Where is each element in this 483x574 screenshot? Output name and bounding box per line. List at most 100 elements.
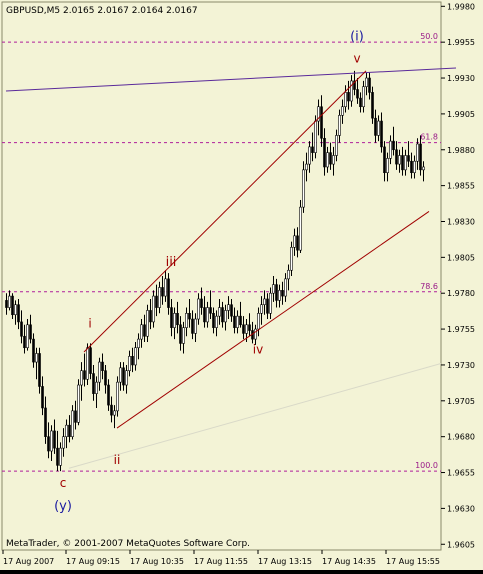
candle-body xyxy=(377,120,380,136)
candle-body xyxy=(83,370,86,380)
candle-body xyxy=(143,324,146,337)
candle-body xyxy=(224,310,227,323)
candle-body xyxy=(203,307,206,323)
candle-body xyxy=(326,152,329,168)
candle-body xyxy=(269,292,272,314)
candle-body xyxy=(116,381,119,412)
candle-body xyxy=(350,80,353,102)
candle-body xyxy=(140,324,143,340)
candle-body xyxy=(53,430,56,449)
candle-body xyxy=(23,335,26,349)
fib-level-label: 50.0 xyxy=(420,32,438,41)
candle-body xyxy=(26,324,29,349)
candle-body xyxy=(197,298,200,320)
candle-body xyxy=(8,295,11,308)
candle-body xyxy=(329,152,332,165)
candle-body xyxy=(101,361,104,371)
candle-body xyxy=(125,370,128,386)
candle-body xyxy=(290,247,293,271)
candle-body xyxy=(257,312,260,330)
candle-body xyxy=(287,269,290,280)
candle-body xyxy=(413,160,416,174)
candle-body xyxy=(206,307,209,323)
candle-body xyxy=(254,328,257,340)
plot-area xyxy=(1,1,442,551)
candle-body xyxy=(200,298,203,308)
candle-body xyxy=(362,86,365,108)
trendline[interactable] xyxy=(68,363,442,469)
candle-body xyxy=(149,310,152,323)
candle-body xyxy=(275,284,278,301)
candle-body xyxy=(242,324,245,334)
y-tick-label: 1.9955 xyxy=(447,38,475,47)
candle-body xyxy=(359,97,362,108)
x-tick-label: 17 Aug 09:15 xyxy=(66,557,120,566)
candle-body xyxy=(218,307,221,317)
candle-body xyxy=(380,120,383,148)
candle-body xyxy=(155,295,158,308)
candle-body xyxy=(122,367,125,386)
candle-body xyxy=(317,106,320,122)
candle-body xyxy=(32,338,35,363)
candle-body xyxy=(371,92,374,119)
wave-label: v xyxy=(353,51,360,65)
x-tick-label: 17 Aug 11:55 xyxy=(194,557,248,566)
y-tick-label: 1.9980 xyxy=(447,2,475,11)
candle-body xyxy=(236,315,239,328)
candle-body xyxy=(170,307,173,328)
candle-body xyxy=(401,155,404,171)
candle-body xyxy=(248,324,251,331)
candle-body xyxy=(353,80,356,90)
candle-body xyxy=(104,370,107,386)
candle-body xyxy=(323,137,326,168)
candle-body xyxy=(365,77,368,87)
y-tick-label: 1.9905 xyxy=(447,110,475,119)
candle-body xyxy=(164,278,167,297)
candle-body xyxy=(92,373,95,394)
wave-label: i xyxy=(88,317,91,331)
candle-body xyxy=(308,146,311,165)
candle-body xyxy=(338,115,341,136)
candle-body xyxy=(233,315,236,328)
candle-body xyxy=(146,310,149,337)
candle-body xyxy=(20,321,23,337)
candle-body xyxy=(281,290,284,297)
wave-label: (i) xyxy=(350,30,364,45)
x-tick-label: 17 Aug 10:35 xyxy=(130,557,184,566)
candle-body xyxy=(173,312,176,328)
x-tick-label: 17 Aug 2007 xyxy=(3,557,54,566)
candle-body xyxy=(59,447,62,466)
candle-body xyxy=(44,407,47,437)
y-tick-label: 1.9655 xyxy=(447,469,475,478)
trendline[interactable] xyxy=(83,70,367,353)
candle-body xyxy=(119,367,122,383)
candle-body xyxy=(407,155,410,162)
candle-body xyxy=(113,410,116,416)
candle-body xyxy=(134,347,137,366)
candle-body xyxy=(293,235,296,248)
candle-body xyxy=(71,410,74,437)
candle-body xyxy=(260,304,263,314)
candle-body xyxy=(158,287,161,308)
y-tick-label: 1.9805 xyxy=(447,253,475,262)
candle-body xyxy=(41,386,44,409)
candle-body xyxy=(347,92,350,102)
candle-body xyxy=(176,312,179,326)
candle-body xyxy=(386,158,389,174)
candle-body xyxy=(215,315,218,328)
candle-body xyxy=(47,436,50,452)
candle-body xyxy=(107,384,110,406)
fib-level-label: 100.0 xyxy=(415,461,438,470)
candle-body xyxy=(398,155,401,165)
y-tick-label: 1.9705 xyxy=(447,397,475,406)
candle-body xyxy=(389,140,392,159)
candle-body xyxy=(341,106,344,116)
candle-body xyxy=(161,287,164,297)
candle-body xyxy=(185,312,188,328)
candle-body xyxy=(77,384,80,423)
candle-body xyxy=(314,120,317,153)
trendline[interactable] xyxy=(116,211,430,429)
trendline[interactable] xyxy=(5,67,457,92)
